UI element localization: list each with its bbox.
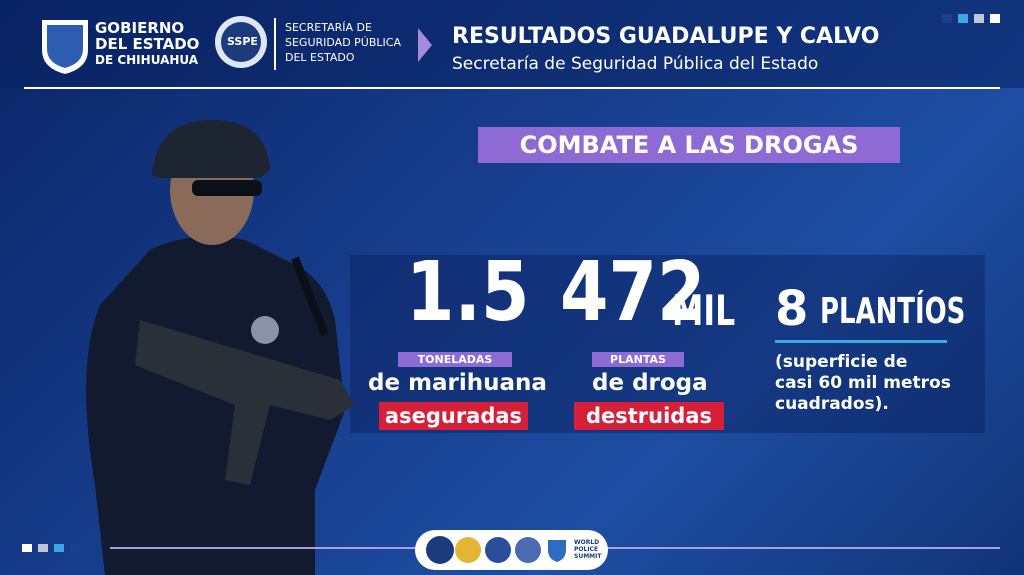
stat-unit: PLANTÍOS xyxy=(820,292,1022,332)
summit-logo-text: WORLD POLICE SUMMIT xyxy=(574,539,601,560)
corner-square xyxy=(958,14,968,23)
subtitle: Secretaría de Seguridad Pública del Esta… xyxy=(452,54,819,74)
stat-number: 1.5 xyxy=(406,245,530,340)
secretaria-logo-text: SECRETARÍA DE SEGURIDAD PÚBLICA DEL ESTA… xyxy=(285,20,401,65)
stat-tag: TONELADAS xyxy=(398,352,512,367)
corner-square xyxy=(990,14,1000,23)
stat-highlight: destruidas xyxy=(574,402,724,430)
stat-unit-text: MIL xyxy=(672,286,736,335)
stat-value: 8 xyxy=(775,281,809,337)
stat-line: de droga xyxy=(592,370,708,396)
logo-line: GOBIERNO xyxy=(95,19,185,37)
header-bg xyxy=(0,0,1024,88)
description-line: casi 60 mil metros xyxy=(775,373,951,393)
stat-unit-text: PLANTÍOS xyxy=(820,291,966,332)
stat-line: de marihuana xyxy=(368,370,547,396)
description-line: cuadrados). xyxy=(775,394,889,414)
footer-logo xyxy=(515,537,541,563)
logo-line: DEL ESTADO xyxy=(95,35,200,53)
stat-highlight: aseguradas xyxy=(379,402,528,430)
logo-line: WORLD xyxy=(574,539,600,546)
footer-square xyxy=(38,544,48,552)
stat-unit: MIL xyxy=(672,286,756,336)
corner-square xyxy=(942,14,952,23)
banner: COMBATE A LAS DROGAS xyxy=(478,127,900,163)
footer-logo xyxy=(455,537,481,563)
title: RESULTADOS GUADALUPE Y CALVO xyxy=(452,24,880,49)
stat-tag: PLANTAS xyxy=(592,352,684,367)
stat-underline xyxy=(775,340,947,343)
footer-square xyxy=(54,544,64,552)
logo-line: SECRETARÍA DE xyxy=(285,21,372,34)
state-shield-inner xyxy=(47,25,83,68)
stat-description: (superficie de casi 60 mil metros cuadra… xyxy=(775,352,951,415)
sspe-badge-inner xyxy=(221,22,261,62)
logo-line: SEGURIDAD PÚBLICA xyxy=(285,36,401,49)
sspe-badge-text: SSPE xyxy=(227,35,258,48)
stat-value: 1.5 xyxy=(406,248,551,338)
logo-line: SUMMIT xyxy=(574,553,602,560)
state-logo-text: GOBIERNO DEL ESTADO DE CHIHUAHUA xyxy=(95,20,199,68)
description-line: (superficie de xyxy=(775,352,908,372)
chevron xyxy=(418,28,432,62)
footer-logo xyxy=(548,540,566,562)
stat-value: 472 xyxy=(560,248,731,338)
logo-line: DEL ESTADO xyxy=(285,51,355,64)
stat-number: 472 xyxy=(560,245,706,340)
footer-square xyxy=(22,544,32,552)
corner-square xyxy=(974,14,984,23)
footer-logo xyxy=(426,536,454,564)
logo-line: DE CHIHUAHUA xyxy=(95,53,199,67)
footer-square xyxy=(70,544,80,552)
logo-line: POLICE xyxy=(574,546,599,553)
footer-logo xyxy=(485,537,511,563)
officer xyxy=(86,120,355,575)
